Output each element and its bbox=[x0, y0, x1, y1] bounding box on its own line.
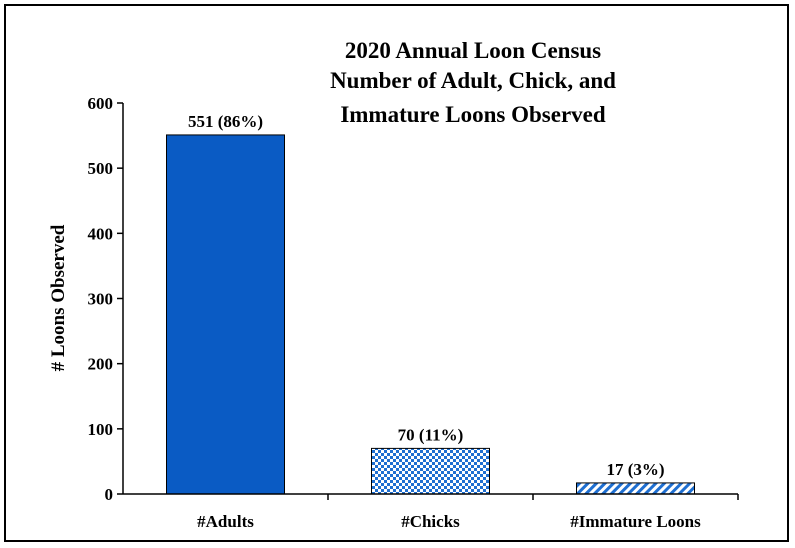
y-tick-label: 200 bbox=[88, 355, 114, 374]
x-category-label: #Immature Loons bbox=[570, 512, 701, 531]
chart-title-line-2: Number of Adult, Chick, and bbox=[330, 68, 616, 93]
bar-2 bbox=[371, 447, 490, 495]
x-category-label: #Chicks bbox=[401, 512, 460, 531]
y-tick-label: 100 bbox=[88, 420, 114, 439]
x-category-label: #Adults bbox=[197, 512, 254, 531]
x-axis: #Adults #Chicks #Immature Loons bbox=[123, 493, 739, 531]
chart-title-line-3: Immature Loons Observed bbox=[340, 102, 606, 127]
y-tick-label: 500 bbox=[88, 159, 114, 178]
bar-data-label: 551 (86%) bbox=[188, 112, 263, 131]
bar-3 bbox=[576, 482, 695, 495]
data-labels: 551 (86%) 70 (11%) 17 (3%) bbox=[188, 112, 665, 479]
y-axis-label: # Loons Observed bbox=[48, 224, 69, 371]
chart-title: 2020 Annual Loon Census Number of Adult,… bbox=[330, 38, 616, 127]
bar-data-label: 17 (3%) bbox=[606, 460, 664, 479]
y-tick-label: 400 bbox=[88, 224, 114, 243]
bar-1 bbox=[166, 134, 285, 495]
chart-title-line-1: 2020 Annual Loon Census bbox=[345, 38, 601, 63]
y-tick-label: 0 bbox=[105, 485, 114, 504]
bars bbox=[166, 134, 695, 495]
bar-data-label: 70 (11%) bbox=[398, 425, 464, 444]
y-axis: 0 100 200 300 400 500 600 bbox=[88, 94, 124, 504]
y-tick-label: 300 bbox=[88, 290, 114, 309]
y-tick-label: 600 bbox=[88, 94, 114, 113]
